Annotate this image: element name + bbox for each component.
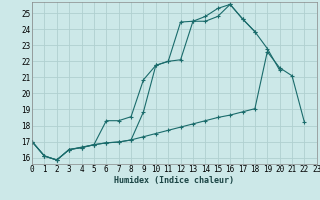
X-axis label: Humidex (Indice chaleur): Humidex (Indice chaleur) <box>115 176 234 185</box>
